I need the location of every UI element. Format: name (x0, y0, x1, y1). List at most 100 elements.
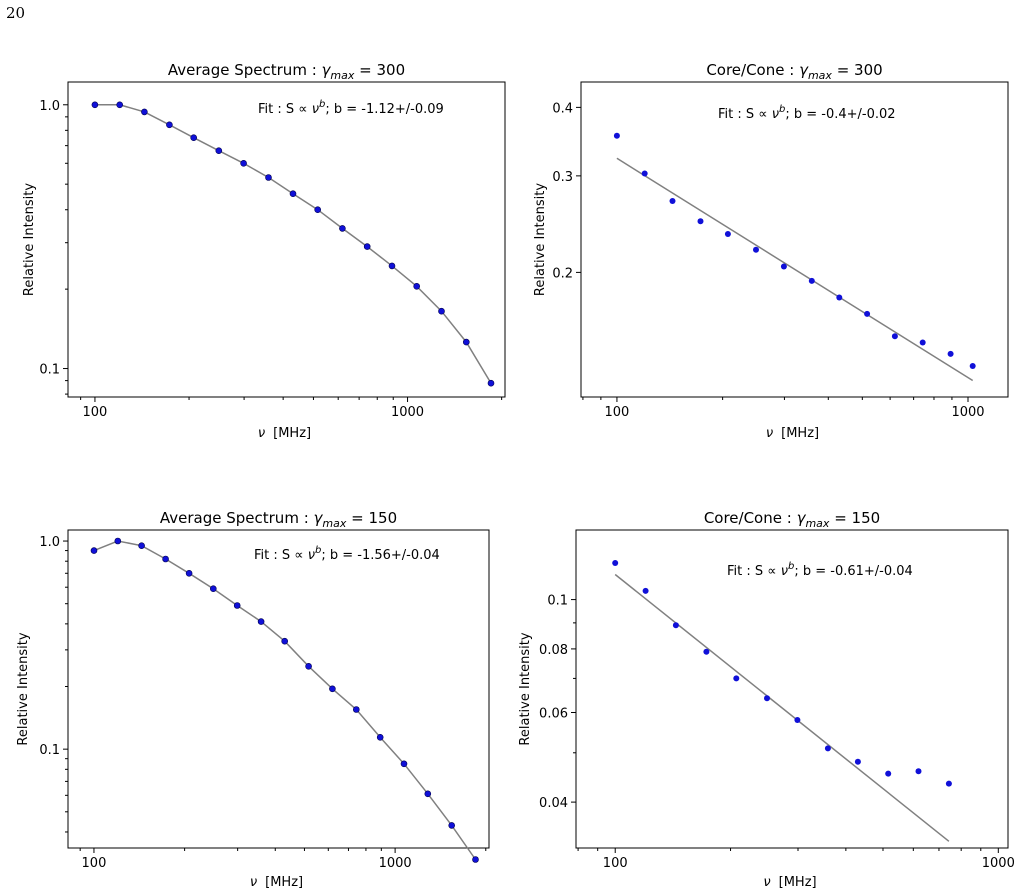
data-point (472, 856, 479, 863)
chart-title: Average Spectrum : γmax = 150 (160, 509, 397, 530)
data-point (487, 379, 495, 387)
data-point (314, 206, 322, 213)
axes-frame (67, 81, 506, 398)
fit-annotation-suffix: ; b = -1.12+/-0.09 (325, 102, 443, 117)
nu-symbol: ν (250, 875, 257, 890)
x-tick-label: 1000 (391, 405, 424, 420)
nu-symbol: ν (258, 426, 265, 441)
data-point (672, 622, 679, 629)
y-axis-label: Relative Intensity (22, 183, 37, 296)
data-point (116, 101, 123, 109)
y-tick-label: 1.0 (39, 535, 60, 550)
chart-title-suffix: = 150 (829, 509, 880, 527)
data-point (641, 170, 648, 177)
data-point (448, 822, 456, 829)
y-tick-label: 0.08 (539, 643, 568, 658)
data-point (363, 243, 371, 250)
data-point (400, 760, 408, 768)
x-tick-label: 100 (605, 405, 630, 420)
data-point (780, 263, 787, 270)
data-point (836, 294, 843, 301)
spectrum-line (93, 540, 477, 860)
data-point (215, 147, 223, 154)
chart-title-prefix: Average Spectrum : (160, 509, 314, 527)
data-point (703, 648, 710, 655)
chart-title: Average Spectrum : γmax = 300 (168, 61, 405, 82)
nu-symbol: ν (766, 426, 773, 441)
core-cone-300-panel: Core/Cone : γmax = 300 ν [MHz] Relative Int… (533, 61, 1009, 441)
y-tick-label: 0.1 (39, 743, 60, 758)
data-point (753, 246, 759, 253)
y-tick-label: 0.3 (552, 170, 573, 185)
data-point (808, 277, 815, 284)
x-axis-unit: [MHz] (265, 875, 303, 890)
data-point (352, 706, 360, 713)
data-point (265, 174, 272, 181)
y-tick-label: 0.06 (539, 706, 568, 721)
nu-symbol: ν (312, 102, 319, 117)
data-point (413, 282, 421, 290)
data-point (166, 121, 173, 129)
fit-annotation: Fit : S ∝ νb; b = -1.12+/-0.09 (258, 99, 444, 117)
data-point (240, 160, 247, 167)
fit-line (616, 157, 974, 382)
data-point (612, 560, 619, 566)
data-point (289, 190, 297, 197)
x-tick-label: 1000 (951, 405, 984, 420)
gamma-subscript: max (330, 69, 354, 82)
x-axis-label: ν [MHz] (766, 426, 819, 441)
data-point (613, 132, 620, 139)
fit-annotation-suffix: ; b = -0.4+/-0.02 (785, 107, 895, 122)
y-tick-label: 0.1 (39, 363, 60, 378)
gamma-subscript: max (805, 517, 829, 530)
data-point (233, 602, 241, 609)
x-tick-label: 1000 (982, 856, 1015, 871)
data-point (642, 587, 649, 594)
chart-title-suffix: = 300 (832, 61, 883, 79)
data-point (891, 333, 898, 340)
x-axis-label: ν [MHz] (250, 875, 303, 890)
data-point (764, 695, 770, 702)
fit-annotation-prefix: Fit : S ∝ (254, 548, 308, 563)
data-point (794, 717, 801, 723)
y-axis-label: Relative Intensity (533, 183, 548, 296)
data-point (91, 101, 99, 109)
nu-symbol: ν (308, 548, 315, 563)
data-point (733, 675, 740, 682)
fit-annotation: Fit : S ∝ νb; b = -0.4+/-0.02 (718, 104, 896, 122)
data-point (138, 542, 145, 550)
data-point (90, 547, 98, 554)
nu-symbol: ν (781, 564, 788, 579)
data-point (329, 685, 336, 693)
data-point (854, 758, 861, 765)
data-point (141, 108, 148, 116)
data-point (424, 790, 432, 798)
exponent-b: b (319, 99, 325, 110)
data-point (257, 618, 265, 625)
fit-annotation: Fit : S ∝ νb; b = -1.56+/-0.04 (254, 545, 440, 563)
data-point (724, 231, 731, 237)
y-tick-label: 0.1 (547, 594, 568, 609)
data-point (210, 585, 217, 593)
data-point (669, 198, 676, 204)
exponent-b: b (788, 561, 794, 572)
fit-line (614, 573, 950, 842)
y-tick-label: 1.0 (39, 99, 60, 114)
gamma-symbol: γ (322, 61, 332, 79)
x-axis-unit: [MHz] (779, 875, 817, 890)
data-point (947, 350, 954, 357)
x-axis-label: ν [MHz] (258, 426, 311, 441)
exponent-b: b (315, 545, 321, 556)
data-point (281, 637, 289, 645)
data-point (945, 780, 952, 787)
data-point (462, 338, 470, 346)
gamma-symbol: γ (799, 61, 809, 79)
chart-title-suffix: = 150 (346, 509, 397, 527)
y-axis-label: Relative Intensity (518, 632, 533, 745)
gamma-symbol: γ (314, 509, 324, 527)
data-point (162, 555, 169, 563)
x-axis-unit: [MHz] (781, 426, 819, 441)
x-tick-label: 100 (603, 856, 628, 871)
axes-frame (580, 81, 1009, 398)
